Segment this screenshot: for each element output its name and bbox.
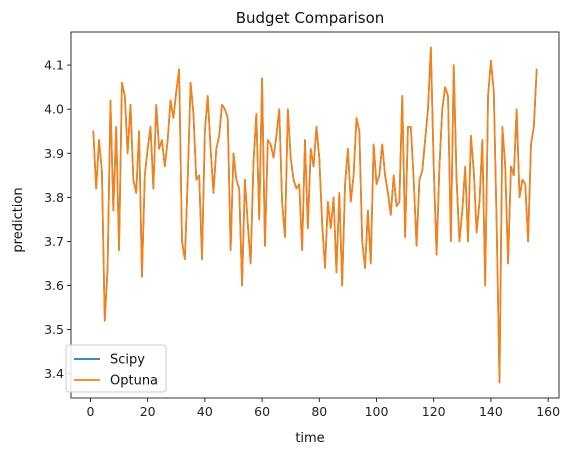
y-tick-label: 4.1 xyxy=(44,58,64,73)
y-axis-label: prediction xyxy=(11,187,26,252)
x-tick-label: 160 xyxy=(536,404,560,419)
x-tick-label: 140 xyxy=(479,404,503,419)
x-tick-label: 100 xyxy=(365,404,389,419)
x-tick-label: 120 xyxy=(422,404,446,419)
x-tick-label: 0 xyxy=(86,404,94,419)
x-axis: 0 20 40 60 80 100 120 140 160 xyxy=(86,398,560,419)
legend-label-scipy: Scipy xyxy=(110,353,145,368)
y-tick-label: 3.9 xyxy=(44,146,64,161)
y-tick-label: 3.5 xyxy=(44,322,64,337)
x-tick-label: 40 xyxy=(197,404,213,419)
y-tick-label: 3.6 xyxy=(44,278,64,293)
legend-label-optuna: Optuna xyxy=(110,374,158,389)
axes-frame xyxy=(70,31,560,399)
x-tick-label: 20 xyxy=(140,404,156,419)
series-layer xyxy=(92,46,538,384)
y-tick-label: 3.4 xyxy=(44,366,64,381)
x-tick-label: 80 xyxy=(311,404,327,419)
y-tick-label: 4.0 xyxy=(44,102,64,117)
legend: Scipy Optuna xyxy=(65,344,167,393)
chart-title: Budget Comparison xyxy=(236,9,385,27)
y-tick-label: 3.7 xyxy=(44,234,64,249)
axes-spines xyxy=(70,31,560,399)
y-tick-label: 3.8 xyxy=(44,190,64,205)
y-axis: 3.4 3.5 3.6 3.7 3.8 3.9 4.0 4.1 xyxy=(44,58,71,381)
series-line-optuna xyxy=(92,46,538,384)
plot-area xyxy=(70,31,560,399)
x-axis-label: time xyxy=(295,431,324,446)
x-tick-label: 60 xyxy=(254,404,270,419)
